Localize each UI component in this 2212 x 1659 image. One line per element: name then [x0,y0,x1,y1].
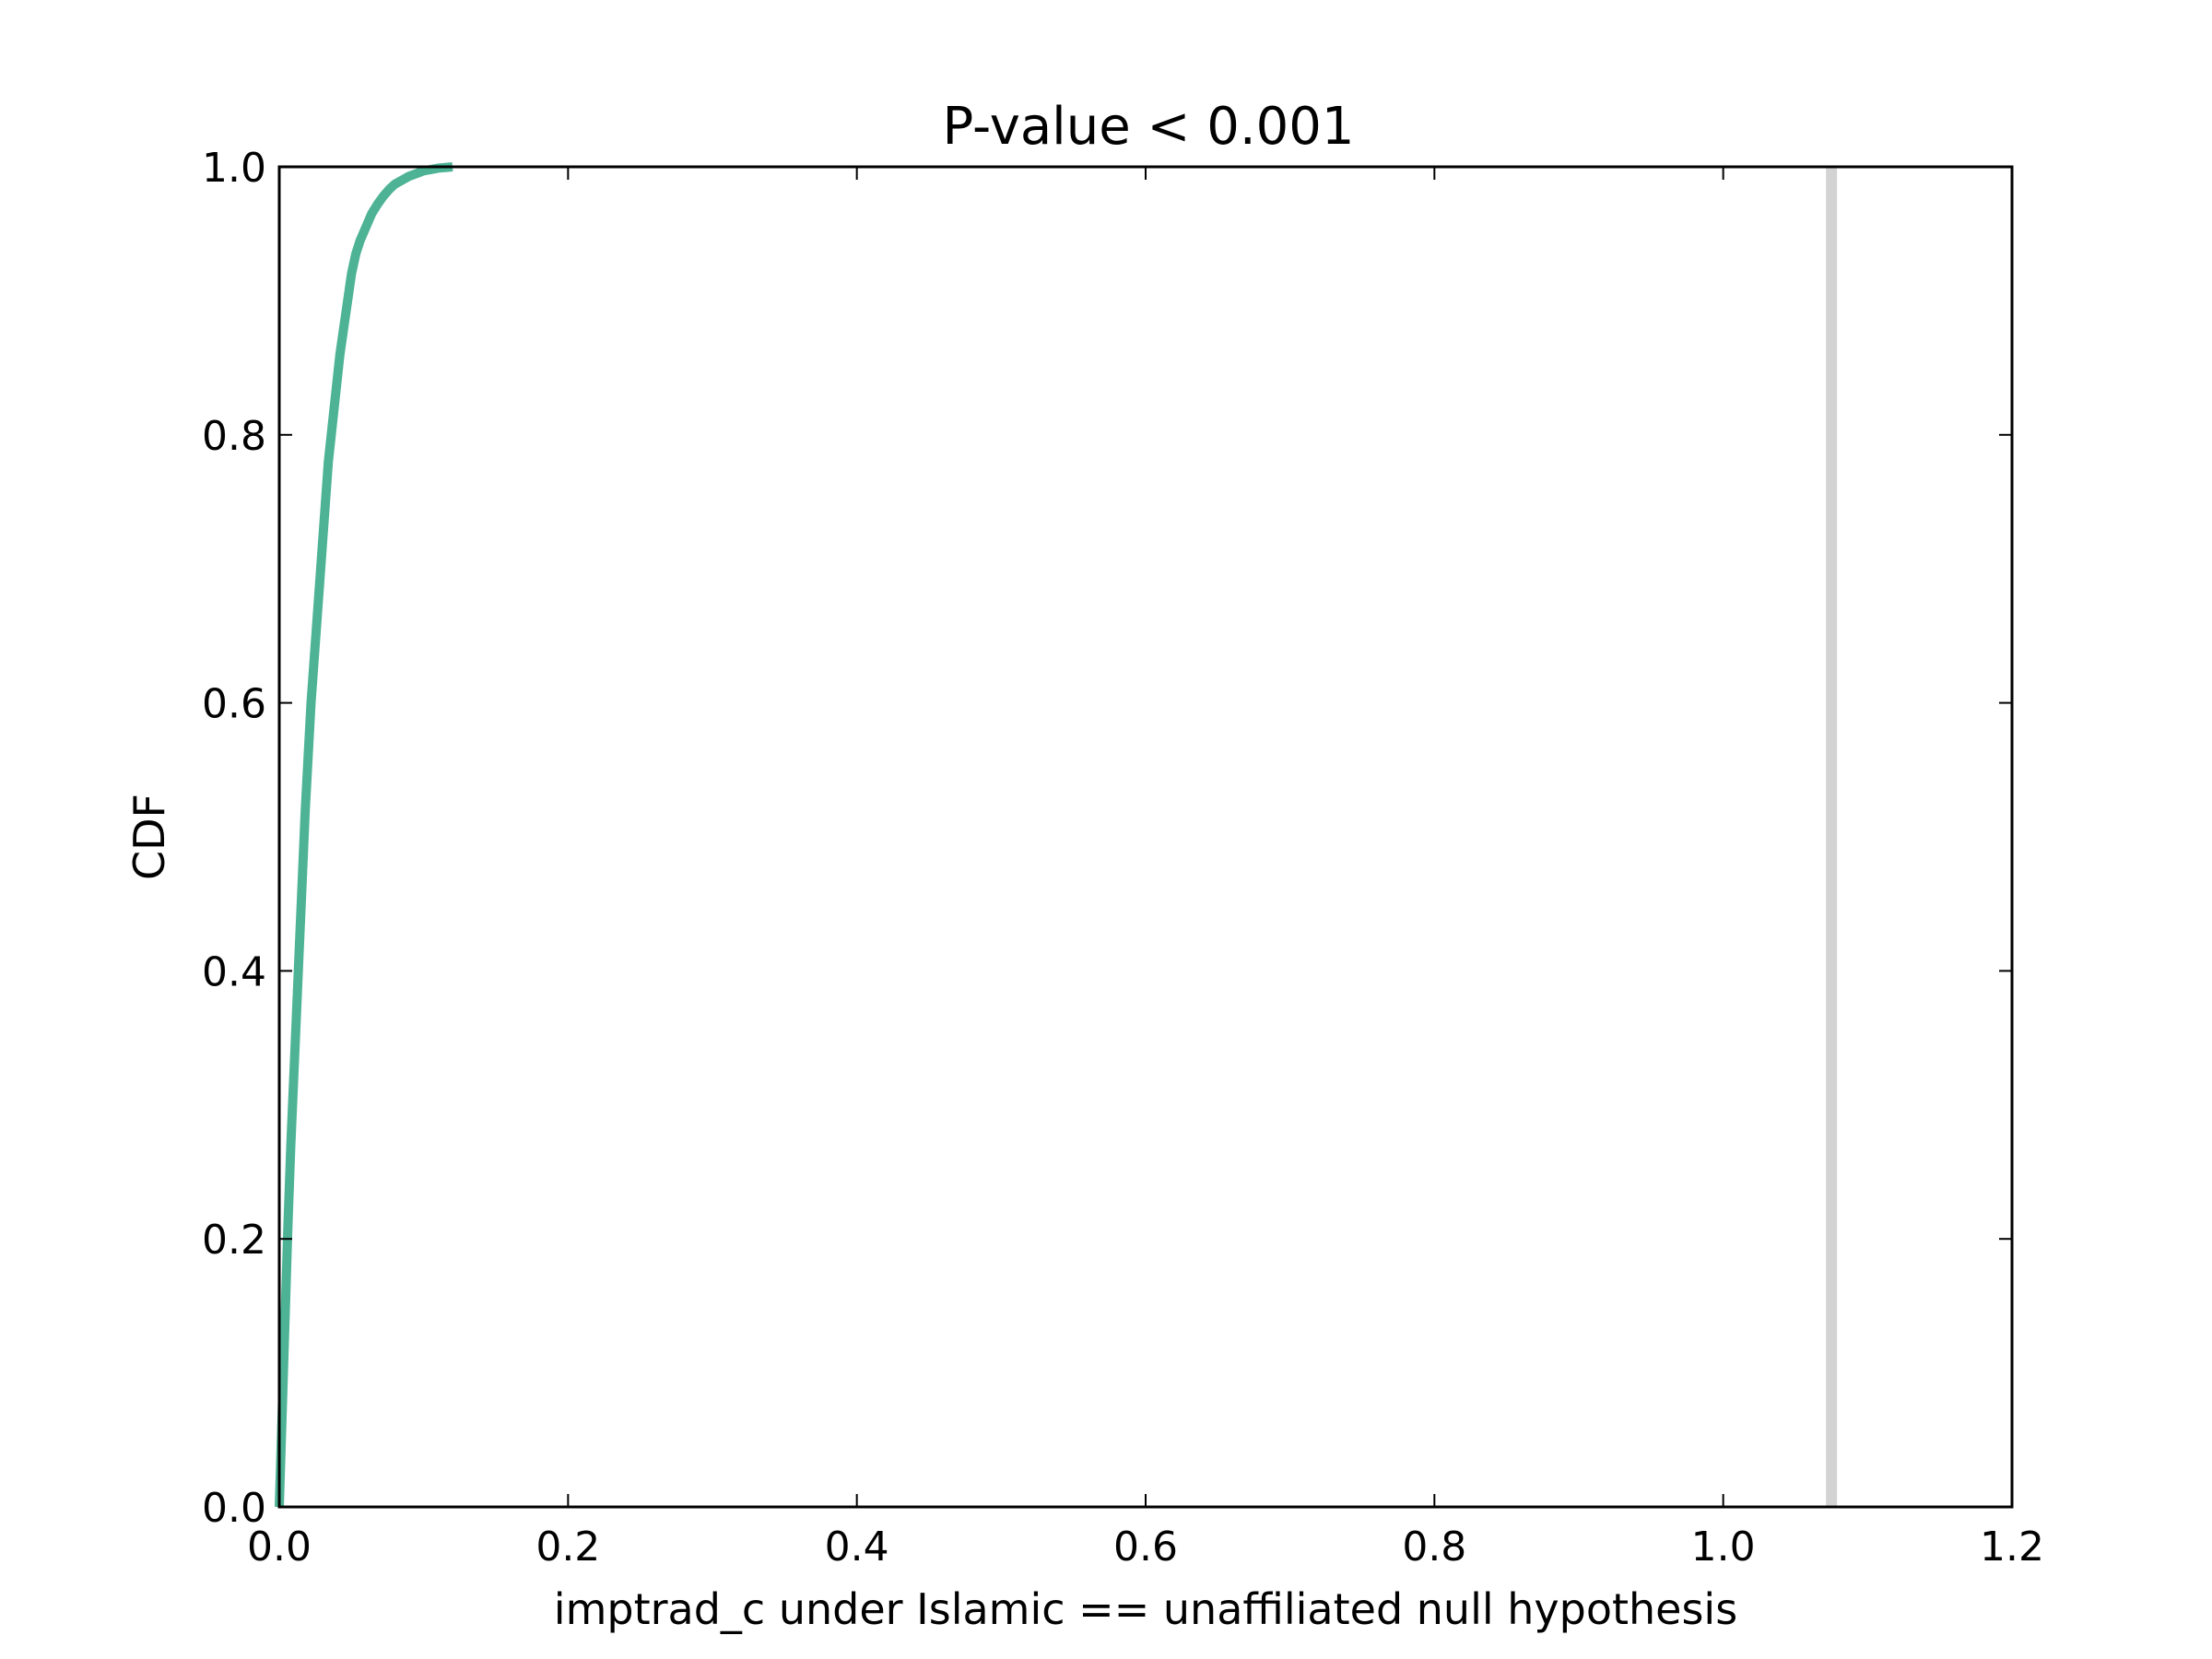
x-tick-label: 0.0 [247,1524,312,1571]
x-tick-label: 0.2 [535,1524,600,1571]
plot-area [275,162,1838,1508]
y-axis-label: CDF [124,794,174,880]
y-tick-label: 0.6 [202,681,266,728]
chart-title: P-value < 0.001 [942,97,1354,157]
y-tick-label: 0.2 [202,1217,266,1264]
y-tick-label: 1.0 [202,145,266,192]
axes-frame [277,165,2014,1509]
x-axis-label: imptrad_c under Islamic == unaffiliated … [554,1584,1737,1634]
x-tick-label: 1.2 [1980,1524,2044,1571]
y-tick-label: 0.8 [202,413,266,460]
x-tick-label: 0.6 [1113,1524,1178,1571]
y-tick-label: 0.4 [202,948,266,995]
y-tick-label: 0.0 [202,1485,266,1532]
x-tick-label: 0.4 [825,1524,889,1571]
x-tick-label: 0.8 [1402,1524,1466,1571]
x-tick-label: 1.0 [1691,1524,1756,1571]
axis-ticks: 0.0 0.2 0.4 0.6 0.8 1.0 1.2 0.0 0.2 0.4 0.6 0.8 1.0 [202,145,2044,1571]
cdf-series-line-0 [275,162,453,1508]
